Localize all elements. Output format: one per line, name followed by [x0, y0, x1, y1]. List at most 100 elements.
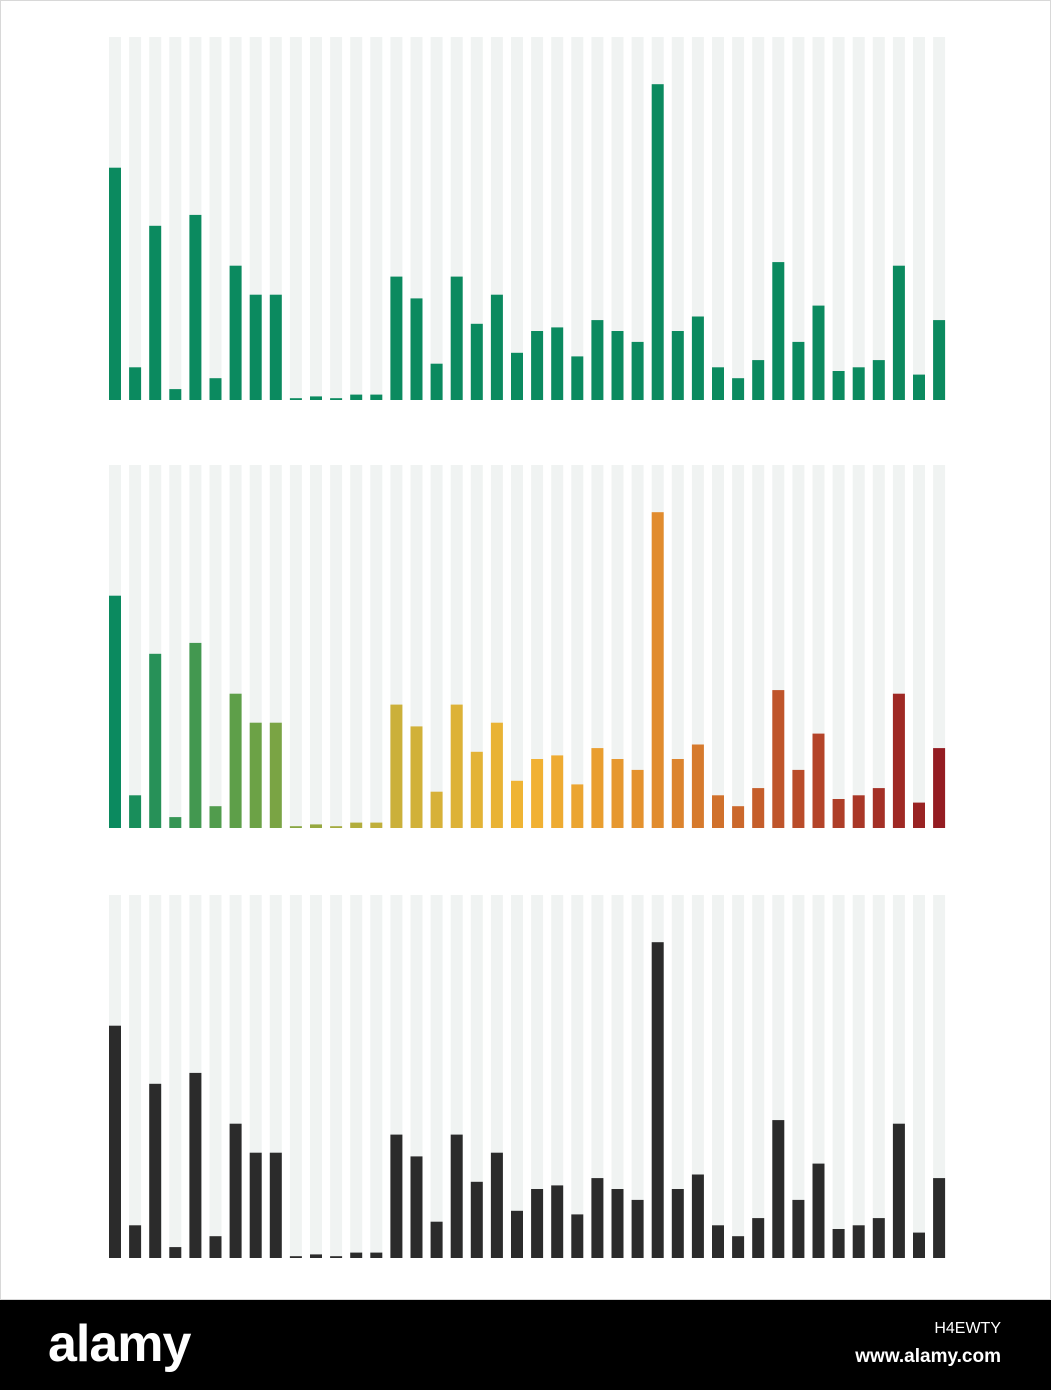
- bar: [149, 653, 162, 828]
- bar: [792, 769, 805, 828]
- bar: [591, 748, 604, 828]
- bar-track: [169, 895, 182, 1258]
- bar: [450, 276, 463, 400]
- bar-track: [691, 895, 704, 1258]
- bar: [551, 327, 564, 400]
- bar: [470, 323, 483, 400]
- bar-track: [832, 37, 845, 400]
- bar: [410, 1156, 423, 1258]
- bar: [712, 795, 724, 828]
- bar-chart-green: [109, 37, 946, 400]
- bar: [732, 378, 745, 400]
- bar-track: [470, 465, 483, 828]
- brand-logo: alamy: [48, 1315, 191, 1373]
- bar: [350, 822, 363, 828]
- bar: [691, 1174, 704, 1258]
- bar: [732, 806, 745, 828]
- bar-track: [792, 37, 805, 400]
- bar-track: [310, 895, 322, 1258]
- bar: [712, 1225, 724, 1258]
- bar-track: [430, 465, 443, 828]
- bar-track: [330, 465, 343, 828]
- bar: [169, 817, 182, 828]
- bar-track: [671, 895, 684, 1258]
- bar: [390, 276, 403, 400]
- bar: [229, 693, 242, 828]
- bar: [752, 788, 765, 828]
- bar-track: [430, 895, 443, 1258]
- bar-track: [591, 37, 604, 400]
- bar-track: [129, 465, 142, 828]
- bar: [531, 331, 544, 400]
- bar: [109, 595, 121, 828]
- bar: [149, 225, 162, 400]
- bar-track: [732, 465, 745, 828]
- bar-track: [370, 465, 383, 828]
- bar: [189, 642, 202, 828]
- bar-track: [732, 37, 745, 400]
- bar: [812, 305, 825, 400]
- bar: [450, 704, 463, 828]
- bar-track: [591, 895, 604, 1258]
- bar: [330, 826, 343, 828]
- bar-track: [792, 465, 805, 828]
- bar: [631, 1199, 644, 1258]
- bar: [129, 795, 142, 828]
- bar-track: [209, 465, 222, 828]
- bar: [430, 791, 443, 828]
- bar-track: [671, 37, 684, 400]
- bar-track: [511, 37, 523, 400]
- bar: [611, 759, 624, 828]
- bar: [591, 320, 604, 400]
- bar-chart-black: [109, 895, 946, 1258]
- image-id: H4EWTY: [934, 1320, 1001, 1337]
- bar: [229, 265, 242, 400]
- bar-track: [832, 895, 845, 1258]
- bar-track: [611, 37, 624, 400]
- bar: [611, 1189, 624, 1258]
- bar-track: [330, 895, 343, 1258]
- bar: [832, 799, 845, 828]
- bar: [511, 1210, 523, 1258]
- bar-track: [913, 37, 925, 400]
- bar: [470, 751, 483, 828]
- bar: [611, 331, 624, 400]
- bar: [892, 265, 905, 400]
- bar-track: [430, 37, 443, 400]
- bar: [531, 759, 544, 828]
- bar: [390, 1134, 403, 1258]
- bar-track: [933, 465, 946, 828]
- bar: [330, 1256, 343, 1258]
- bar: [852, 1225, 865, 1258]
- bar: [189, 1072, 202, 1258]
- bar: [772, 690, 785, 828]
- bar: [933, 1178, 946, 1258]
- bar: [511, 780, 523, 828]
- bar: [149, 1083, 162, 1258]
- bar: [631, 341, 644, 400]
- bar: [832, 1229, 845, 1258]
- bar: [269, 294, 282, 400]
- bar-track: [852, 895, 865, 1258]
- site-url: www.alamy.com: [855, 1346, 1001, 1367]
- bar: [872, 1218, 885, 1258]
- bar-track: [531, 895, 544, 1258]
- bar: [852, 795, 865, 828]
- bar: [390, 704, 403, 828]
- bar: [671, 759, 684, 828]
- bar-track: [591, 465, 604, 828]
- bar-track: [350, 465, 363, 828]
- bar-track: [852, 465, 865, 828]
- bar-track: [631, 895, 644, 1258]
- bar-track: [531, 37, 544, 400]
- bar-track: [712, 895, 724, 1258]
- bar-track: [169, 37, 182, 400]
- bar: [310, 1254, 322, 1258]
- bar: [671, 331, 684, 400]
- bar-track: [933, 37, 946, 400]
- bar: [490, 294, 503, 400]
- bar-track: [470, 895, 483, 1258]
- bar: [209, 806, 222, 828]
- bar: [289, 398, 302, 400]
- bar: [129, 367, 142, 400]
